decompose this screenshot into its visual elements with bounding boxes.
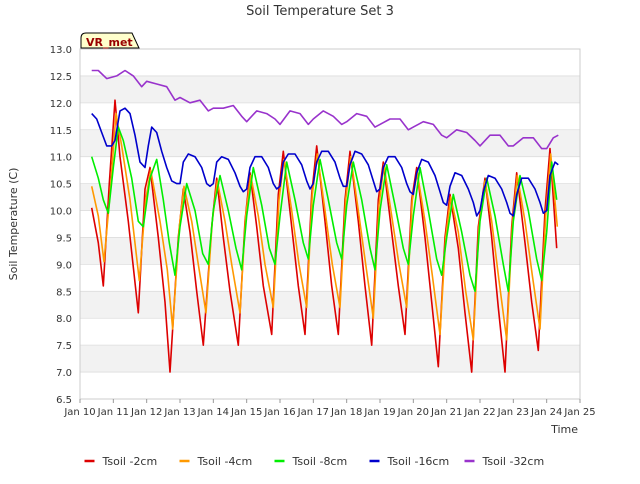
legend-label: Tsoil -2cm — [102, 455, 158, 468]
y-tick-label: 9.5 — [56, 233, 72, 244]
plot-background — [80, 49, 580, 399]
y-tick-label: 11.0 — [50, 153, 72, 164]
legend-label: Tsoil -8cm — [292, 455, 348, 468]
legend-item: Tsoil -16cm — [369, 455, 450, 468]
legend-item: Tsoil -8cm — [274, 455, 348, 468]
x-tick-label: Jan 23 — [497, 407, 529, 418]
y-tick-label: 10.0 — [50, 207, 72, 218]
grid-band — [80, 75, 580, 103]
chart-title: Soil Temperature Set 3 — [246, 4, 394, 19]
x-axis-label: Time — [550, 423, 578, 436]
y-tick-label: 6.5 — [56, 395, 72, 406]
plot-frame — [79, 48, 581, 400]
x-tick-label: Jan 11 — [97, 407, 129, 418]
legend-item: Tsoil -4cm — [179, 455, 253, 468]
y-tick-label: 8.5 — [56, 287, 72, 298]
x-tick-label: Jan 19 — [363, 407, 395, 418]
x-tick-label: Jan 22 — [463, 407, 495, 418]
y-tick-label: 7.0 — [56, 368, 72, 379]
series-line-tsoil-16cm — [91, 107, 559, 217]
grid-band — [80, 345, 580, 373]
x-tick-label: Jan 10 — [63, 407, 95, 418]
x-tick-label: Jan 12 — [130, 407, 162, 418]
x-tick-label: Jan 16 — [263, 407, 295, 418]
y-axis-ticks: 6.5 7.0 7.5 8.0 8.5 9.0 9.5 10.0 10.5 11.0 11.5 12.… — [50, 45, 72, 406]
y-tick-label: 9.0 — [56, 260, 72, 271]
chart-legend: Tsoil -2cm Tsoil -4cm Tsoil -8cm Tsoil -16c… — [84, 455, 545, 468]
y-tick-label: 12.0 — [50, 99, 72, 110]
x-tick-label: Jan 14 — [197, 407, 229, 418]
y-tick-label: 11.5 — [50, 126, 72, 137]
y-tick-label: 13.0 — [50, 45, 72, 56]
y-tick-label: 10.5 — [50, 180, 72, 191]
legend-label: Tsoil -4cm — [197, 455, 253, 468]
series-lines — [90, 69, 559, 373]
x-tick-label: Jan 25 — [563, 407, 595, 418]
y-axis-label: Soil Temperature (C) — [7, 168, 20, 281]
legend-label: Tsoil -32cm — [482, 455, 545, 468]
y-tick-label: 8.0 — [56, 314, 72, 325]
grid-band — [80, 291, 580, 319]
station-badge: VR_met — [80, 32, 140, 49]
series-line-tsoil-32cm — [91, 69, 559, 150]
x-tick-label: Jan 15 — [230, 407, 262, 418]
series-line-tsoil-8cm — [90, 126, 558, 293]
grid-band — [80, 129, 580, 157]
y-tick-label: 12.5 — [50, 72, 72, 83]
x-tick-label: Jan 13 — [163, 407, 195, 418]
x-axis-ticks: Jan 10 Jan 11 Jan 12 Jan 13 Jan 14 Jan 15 Jan … — [63, 399, 596, 418]
x-tick-label: Jan 18 — [330, 407, 362, 418]
x-tick-label: Jan 21 — [430, 407, 462, 418]
y-tick-label: 7.5 — [56, 341, 72, 352]
x-tick-label: Jan 20 — [397, 407, 429, 418]
legend-item: Tsoil -2cm — [84, 455, 158, 468]
legend-label: Tsoil -16cm — [387, 455, 450, 468]
x-tick-label: Jan 17 — [297, 407, 329, 418]
legend-item: Tsoil -32cm — [464, 455, 545, 468]
x-tick-label: Jan 24 — [530, 407, 562, 418]
station-badge-label: VR_met — [86, 36, 133, 49]
